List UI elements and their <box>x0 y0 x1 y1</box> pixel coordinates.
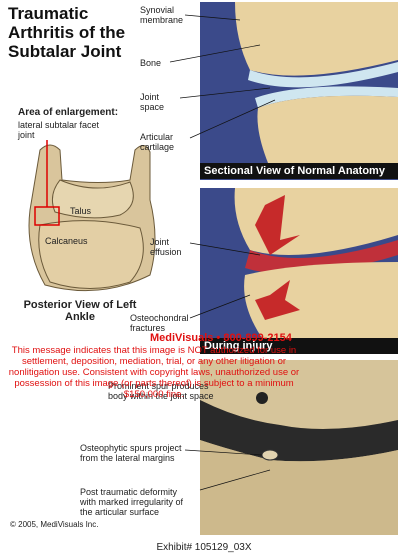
label: Post traumatic deformity with marked irr… <box>80 487 184 517</box>
ankle-caption: Posterior View of Left Ankle <box>23 299 137 323</box>
label: Joint space <box>140 92 165 112</box>
label: Osteophytic spurs project from the later… <box>80 443 182 463</box>
calcaneus-label: Calcaneus <box>45 236 88 246</box>
label: Synovial membrane <box>140 5 184 25</box>
panel-injury <box>200 188 398 353</box>
panel-normal <box>200 2 398 180</box>
leader-lines <box>169 14 276 491</box>
copyright: © 2005, MediVisuals Inc. <box>10 520 99 529</box>
talus-label: Talus <box>70 206 92 216</box>
label: Prominent spur produces body within the … <box>108 381 214 401</box>
notice-text: This message indicates that this image i… <box>8 345 300 400</box>
label: Joint effusion <box>150 237 182 257</box>
area-text: lateral subtalar facet joint <box>18 120 100 140</box>
caption: During injury <box>200 338 398 354</box>
title: Traumatic Arthritis of the Subtalar Join… <box>8 4 126 61</box>
caption: Sectional View of Normal Anatomy <box>200 163 398 179</box>
label: Osteochondral fractures <box>130 313 189 333</box>
ankle-illustration <box>28 140 156 292</box>
panel-arthritis <box>200 360 398 535</box>
label: Bone <box>140 58 162 68</box>
notice-contact: MediVisuals • 800-899-2154 <box>150 332 292 344</box>
label: Articular cartilage <box>140 132 175 152</box>
exhibit: Exhibit# 105129_03X <box>156 542 252 553</box>
area-heading: Area of enlargement: <box>18 107 119 118</box>
